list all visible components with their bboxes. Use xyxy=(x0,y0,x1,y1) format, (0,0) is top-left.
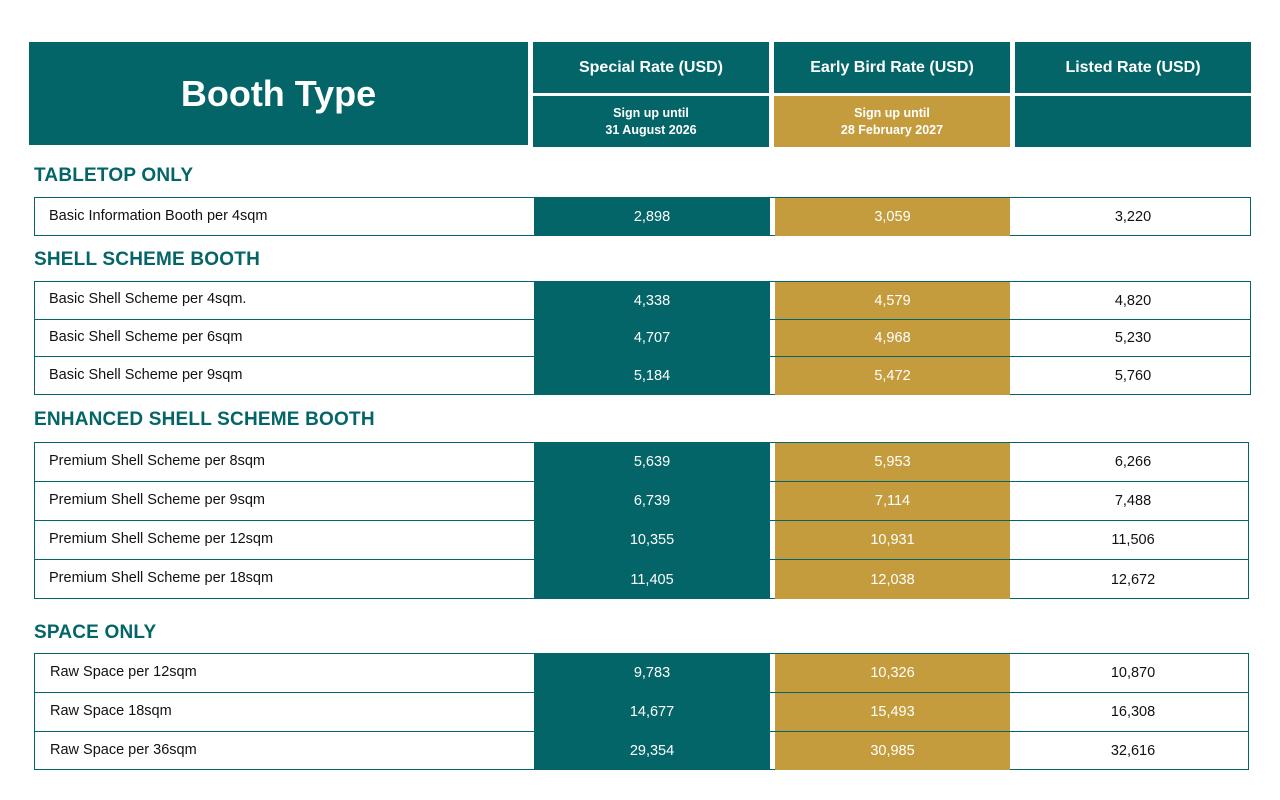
special-rate-value: 5,639 xyxy=(534,443,770,481)
booth-type-header-label: Booth Type xyxy=(180,72,377,114)
special-rate-value: 11,405 xyxy=(534,560,770,599)
special-rate-header-label: Special Rate (USD) xyxy=(578,58,724,76)
booth-name: Premium Shell Scheme per 9sqm xyxy=(49,492,265,508)
listed-rate-value: 3,220 xyxy=(1114,209,1152,225)
booth-name: Premium Shell Scheme per 8sqm xyxy=(49,453,265,469)
listed-rate-deadline-blank xyxy=(1015,96,1251,147)
special-rate-value: 5,184 xyxy=(534,357,770,395)
early-rate-value: 5,472 xyxy=(775,357,1010,395)
listed-rate-value: 16,308 xyxy=(1110,704,1156,720)
row-divider xyxy=(34,356,1251,357)
early-bird-rate-header: Early Bird Rate (USD) xyxy=(774,42,1010,93)
special-rate-deadline: Sign up until 31 August 2026 xyxy=(533,96,769,147)
booth-name: Premium Shell Scheme per 18sqm xyxy=(49,570,274,586)
booth-name: Basic Shell Scheme per 9sqm xyxy=(49,367,243,383)
special-rate-value: 9,783 xyxy=(534,654,770,692)
early-rate-value: 15,493 xyxy=(775,693,1010,731)
listed-rate-value: 11,506 xyxy=(1111,532,1155,548)
special-rate-value: 6,739 xyxy=(534,482,770,520)
booth-name: Basic Information Booth per 4sqm xyxy=(49,208,268,224)
early-rate-value: 7,114 xyxy=(775,482,1010,520)
listed-rate-value: 12,672 xyxy=(1110,571,1156,588)
listed-rate-value: 10,870 xyxy=(1110,665,1156,681)
booth-name: Raw Space per 12sqm xyxy=(50,664,197,680)
early-rate-value: 10,326 xyxy=(775,654,1010,692)
booth-name: Raw Space per 36sqm xyxy=(50,742,197,758)
special-rate-header: Special Rate (USD) xyxy=(533,42,769,93)
special-rate-value: 4,707 xyxy=(534,320,770,356)
early-rate-value: 3,059 xyxy=(775,198,1010,236)
row-divider xyxy=(34,520,1249,521)
early-deadline-line-1: Sign up until xyxy=(854,105,930,120)
listed-rate-header-label: Listed Rate (USD) xyxy=(1065,58,1201,76)
listed-rate-value: 5,230 xyxy=(1114,330,1152,346)
listed-rate-value: 6,266 xyxy=(1114,454,1152,470)
special-rate-value: 14,677 xyxy=(534,693,770,731)
special-rate-value: 10,355 xyxy=(534,521,770,559)
section-title-shell-scheme: SHELL SCHEME BOOTH xyxy=(34,249,260,270)
booth-name: Basic Shell Scheme per 4sqm. xyxy=(49,291,247,307)
special-rate-value: 29,354 xyxy=(534,732,770,770)
early-rate-value: 5,953 xyxy=(775,443,1010,481)
section-title-tabletop: TABLETOP ONLY xyxy=(34,165,194,186)
early-deadline-line-2: 28 February 2027 xyxy=(840,122,944,137)
early-rate-value: 12,038 xyxy=(775,560,1010,599)
listed-rate-value: 7,488 xyxy=(1114,493,1152,509)
booth-name: Premium Shell Scheme per 12sqm xyxy=(49,531,274,547)
booth-name: Raw Space 18sqm xyxy=(50,703,172,719)
special-rate-value: 2,898 xyxy=(534,198,770,236)
section-title-enhanced-shell: ENHANCED SHELL SCHEME BOOTH xyxy=(34,409,375,430)
booth-type-header: Booth Type xyxy=(29,42,528,145)
early-rate-value: 4,579 xyxy=(775,282,1010,319)
booth-name: Basic Shell Scheme per 6sqm xyxy=(49,329,243,345)
listed-rate-header: Listed Rate (USD) xyxy=(1015,42,1251,93)
section-title-space-only: SPACE ONLY xyxy=(34,622,157,643)
listed-rate-value: 5,760 xyxy=(1114,368,1152,384)
row-divider xyxy=(34,319,1251,320)
listed-rate-value: 4,820 xyxy=(1114,292,1152,309)
early-bird-rate-deadline: Sign up until 28 February 2027 xyxy=(774,96,1010,147)
listed-rate-value: 32,616 xyxy=(1110,743,1156,759)
row-divider xyxy=(34,731,1249,732)
early-rate-value: 10,931 xyxy=(775,521,1010,559)
early-bird-rate-header-label: Early Bird Rate (USD) xyxy=(810,58,974,76)
special-deadline-line-2: 31 August 2026 xyxy=(605,122,697,137)
row-divider xyxy=(34,692,1249,693)
special-rate-value: 4,338 xyxy=(534,282,770,319)
early-rate-value: 30,985 xyxy=(775,732,1010,770)
special-deadline-line-1: Sign up until xyxy=(613,105,689,120)
row-divider xyxy=(34,481,1249,482)
row-divider xyxy=(34,559,1249,560)
early-rate-value: 4,968 xyxy=(775,320,1010,356)
